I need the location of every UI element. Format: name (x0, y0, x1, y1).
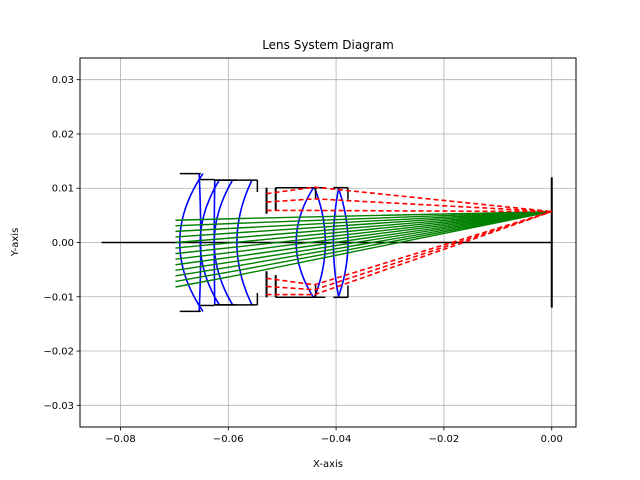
ray-passing (175, 210, 552, 244)
x-tick-label: 0.00 (541, 434, 563, 445)
y-tick-label: −0.03 (43, 401, 74, 412)
y-tick-label: 0.01 (52, 184, 74, 195)
ray-passing (175, 210, 552, 277)
ray-passing (175, 210, 552, 249)
y-tick-label: 0.00 (52, 238, 74, 249)
y-tick-label: 0.03 (52, 75, 74, 86)
ray-passing (175, 210, 552, 283)
lens-front-surface (295, 187, 315, 298)
x-tick-label: −0.04 (321, 434, 352, 445)
x-axis-label: X-axis (313, 459, 343, 470)
ray-passing (175, 210, 552, 227)
ray-blocked-lower (266, 210, 552, 291)
ray-passing (175, 210, 552, 260)
lens-front-surface (213, 179, 234, 306)
x-tick-label: −0.08 (105, 434, 136, 445)
lens-back-surface (313, 187, 327, 298)
ticks: −0.08 −0.06 −0.04 −0.02 0.00 0.03 0.02 0.01 0.00… (43, 75, 563, 445)
ray-passing (175, 210, 552, 266)
ray-blocked-upper (266, 198, 552, 213)
plot-area (101, 172, 553, 313)
ray-blocked-upper (266, 186, 552, 213)
lens-back-surface (337, 187, 349, 298)
chart-title: Lens System Diagram (262, 38, 394, 52)
x-tick-label: −0.06 (213, 434, 244, 445)
ray-passing (175, 210, 552, 272)
ray-passing (175, 210, 552, 288)
y-tick-label: 0.02 (52, 129, 74, 140)
ray-passing (175, 210, 552, 233)
x-tick-label: −0.02 (429, 434, 460, 445)
ray-passing (175, 210, 552, 238)
ray-blocked-lower (266, 210, 552, 286)
ray-passing (175, 210, 552, 221)
y-tick-label: −0.01 (43, 292, 74, 303)
y-tick-label: −0.02 (43, 347, 74, 358)
y-axis-label: Y-axis (10, 228, 21, 258)
ray-passing (175, 210, 552, 255)
lens-front-surface (199, 179, 221, 306)
